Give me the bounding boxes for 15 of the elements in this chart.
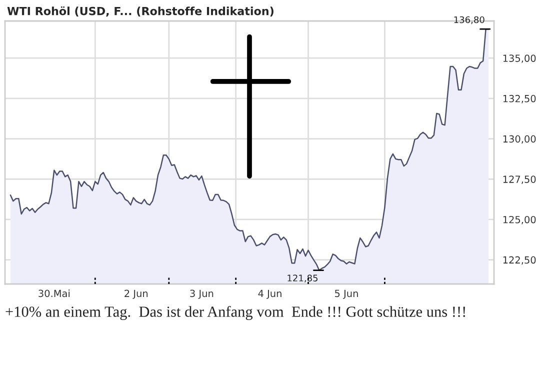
x-tick-label: 3 Jun [190,290,214,299]
x-tick-label: 5 Jun [335,290,358,299]
x-tick-label: 2 Jun [124,290,148,299]
annotation: 121,85 [288,274,318,282]
y-tick-label: 130,00 [503,135,536,144]
chart-title: WTI Rohöl (USD, F... (Rohstoffe Indikation) [7,6,274,17]
annotation: 136,80 [454,16,484,24]
y-tick-label: 125,00 [503,216,536,224]
x-tick-label: 30.Mai [38,290,70,298]
y-tick-label: 122,50 [503,256,536,265]
y-tick-label: 127,50 [503,176,536,184]
text: +10% an einem Tag. Das ist der Anfang vom Ende !!! Gott schütze uns !!! [6,306,466,320]
y-tick-label: 135,00 [503,54,536,63]
y-tick-label: 132,50 [503,94,536,104]
x-tick-label: 4 Jun [258,290,282,299]
